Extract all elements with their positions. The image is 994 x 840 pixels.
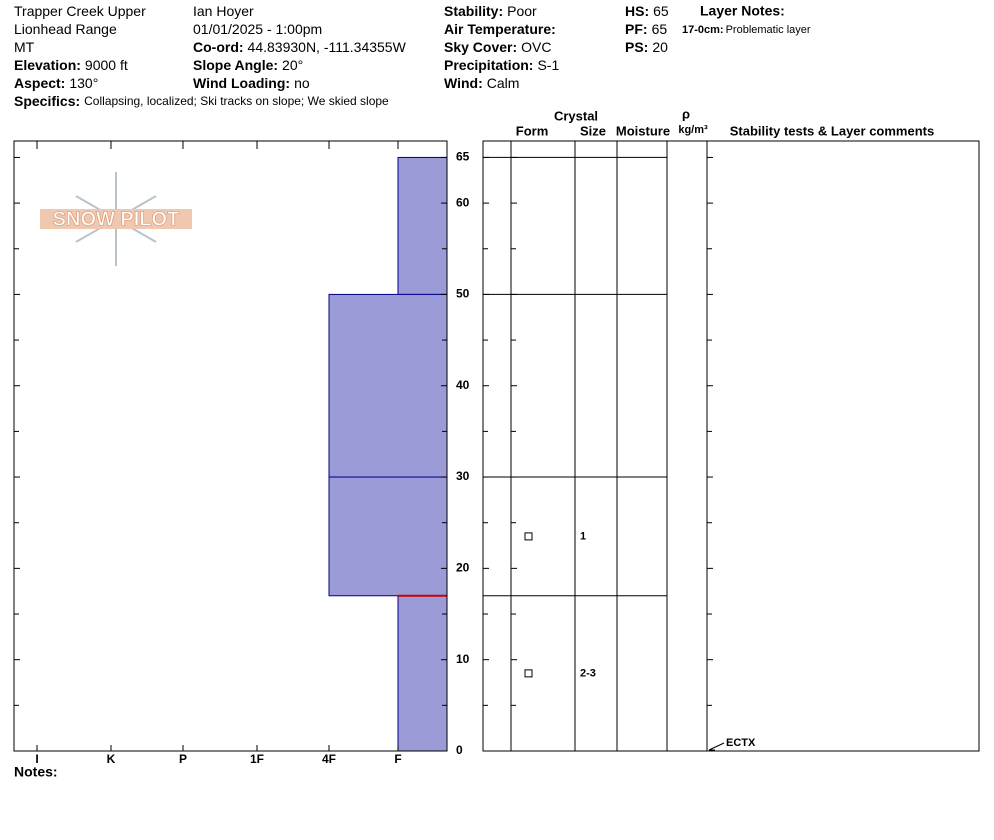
header-field: PF: 65 bbox=[625, 21, 667, 37]
hardness-layer bbox=[328, 293, 448, 478]
table-frame bbox=[482, 140, 980, 752]
field-label: Sky Cover: bbox=[444, 39, 517, 55]
field-value: no bbox=[294, 75, 310, 91]
layer-note-range: 17-0cm: bbox=[682, 24, 724, 36]
field-value: 01/01/2025 - 1:00pm bbox=[193, 21, 322, 37]
field-label: PS: bbox=[625, 39, 648, 55]
y-tick-label: 0 bbox=[456, 743, 463, 757]
specifics-value: Collapsing, localized; Ski tracks on slo… bbox=[84, 94, 389, 108]
grain-size: 2-3 bbox=[580, 667, 596, 679]
field-value: 65 bbox=[653, 3, 669, 19]
field-label: Aspect: bbox=[14, 75, 65, 91]
y-tick-label: 10 bbox=[456, 652, 470, 666]
y-tick-label: 20 bbox=[456, 561, 470, 575]
field-label: Wind: bbox=[444, 75, 483, 91]
header-field: Air Temperature: bbox=[444, 21, 556, 37]
header-field: Aspect: 130° bbox=[14, 75, 98, 91]
field-value: Poor bbox=[507, 3, 537, 19]
header-field: Trapper Creek Upper bbox=[14, 3, 146, 19]
field-value: Trapper Creek Upper bbox=[14, 3, 146, 19]
x-tick-label: 4F bbox=[322, 752, 336, 766]
header-field: Ian Hoyer bbox=[193, 3, 254, 19]
hardness-layer bbox=[328, 476, 448, 597]
field-value: 9000 ft bbox=[85, 57, 128, 73]
y-tick-label: 60 bbox=[456, 195, 470, 209]
x-tick-label: 1F bbox=[250, 752, 264, 766]
field-label: Precipitation: bbox=[444, 57, 533, 73]
field-value: MT bbox=[14, 39, 35, 55]
x-tick-label: F bbox=[394, 752, 401, 766]
field-label: PF: bbox=[625, 21, 648, 37]
layer-notes-title: Layer Notes: bbox=[700, 3, 785, 19]
notes-label: Notes: bbox=[14, 764, 58, 780]
y-tick-label: 30 bbox=[456, 469, 470, 483]
field-label: Air Temperature: bbox=[444, 21, 556, 37]
y-tick-label: 50 bbox=[456, 287, 470, 301]
header-field: Co-ord: 44.83930N, -111.34355W bbox=[193, 39, 407, 55]
test-label: ECTX bbox=[726, 737, 756, 749]
col-header: Crystal bbox=[554, 108, 598, 123]
y-tick-label: 65 bbox=[456, 150, 470, 164]
col-header: ρ bbox=[682, 106, 690, 121]
col-header: Form bbox=[516, 123, 549, 138]
field-value: 65 bbox=[652, 21, 668, 37]
test-arrow bbox=[708, 742, 725, 751]
field-label: Slope Angle: bbox=[193, 57, 278, 73]
specifics: Specifics: Collapsing, localized; Ski tra… bbox=[14, 93, 389, 109]
field-value: Lionhead Range bbox=[14, 21, 117, 37]
field-value: OVC bbox=[521, 39, 551, 55]
col-header: kg/m³ bbox=[678, 124, 708, 136]
header-field: HS: 65 bbox=[625, 3, 669, 19]
y-tick-label: 40 bbox=[456, 378, 470, 392]
field-label: Wind Loading: bbox=[193, 75, 290, 91]
header-field: Wind Loading: no bbox=[193, 75, 310, 91]
layer-note-text: Problematic layer bbox=[726, 24, 811, 36]
field-label: Elevation: bbox=[14, 57, 81, 73]
field-value: 20 bbox=[652, 39, 668, 55]
hardness-layer bbox=[397, 595, 448, 752]
grain-form bbox=[524, 532, 533, 541]
col-header: Size bbox=[580, 123, 606, 138]
logo-text: SNOW PILOT bbox=[53, 208, 180, 230]
field-value: S-1 bbox=[537, 57, 559, 73]
header-field: Wind: Calm bbox=[444, 75, 519, 91]
header-field: Precipitation: S-1 bbox=[444, 57, 559, 73]
grain-form bbox=[524, 669, 533, 678]
x-tick-label: P bbox=[179, 752, 187, 766]
logo bbox=[40, 172, 192, 266]
x-tick-label: I bbox=[35, 752, 38, 766]
field-label: HS: bbox=[625, 3, 649, 19]
header-field: Slope Angle: 20° bbox=[193, 57, 303, 73]
col-header: Moisture bbox=[616, 123, 670, 138]
col-header: Stability tests & Layer comments bbox=[730, 123, 934, 138]
header-field: Stability: Poor bbox=[444, 3, 537, 19]
grain-size: 1 bbox=[580, 530, 586, 542]
field-value: 20° bbox=[282, 57, 303, 73]
header-field: Elevation: 9000 ft bbox=[14, 57, 128, 73]
profile-frame bbox=[13, 140, 448, 752]
field-label: Stability: bbox=[444, 3, 503, 19]
field-value: Ian Hoyer bbox=[193, 3, 254, 19]
header-field: 01/01/2025 - 1:00pm bbox=[193, 21, 322, 37]
field-value: 44.83930N, -111.34355W bbox=[248, 39, 407, 55]
field-label: Co-ord: bbox=[193, 39, 244, 55]
field-value: 130° bbox=[69, 75, 98, 91]
field-value: Calm bbox=[487, 75, 520, 91]
header-field: Sky Cover: OVC bbox=[444, 39, 552, 55]
hardness-layer bbox=[397, 156, 448, 295]
header-field: PS: 20 bbox=[625, 39, 668, 55]
header-field: Lionhead Range bbox=[14, 21, 117, 37]
layer-note: 17-0cm: Problematic layer bbox=[682, 24, 811, 36]
x-tick-label: K bbox=[107, 752, 116, 766]
header-field: MT bbox=[14, 39, 35, 55]
specifics-label: Specifics: bbox=[14, 93, 80, 109]
